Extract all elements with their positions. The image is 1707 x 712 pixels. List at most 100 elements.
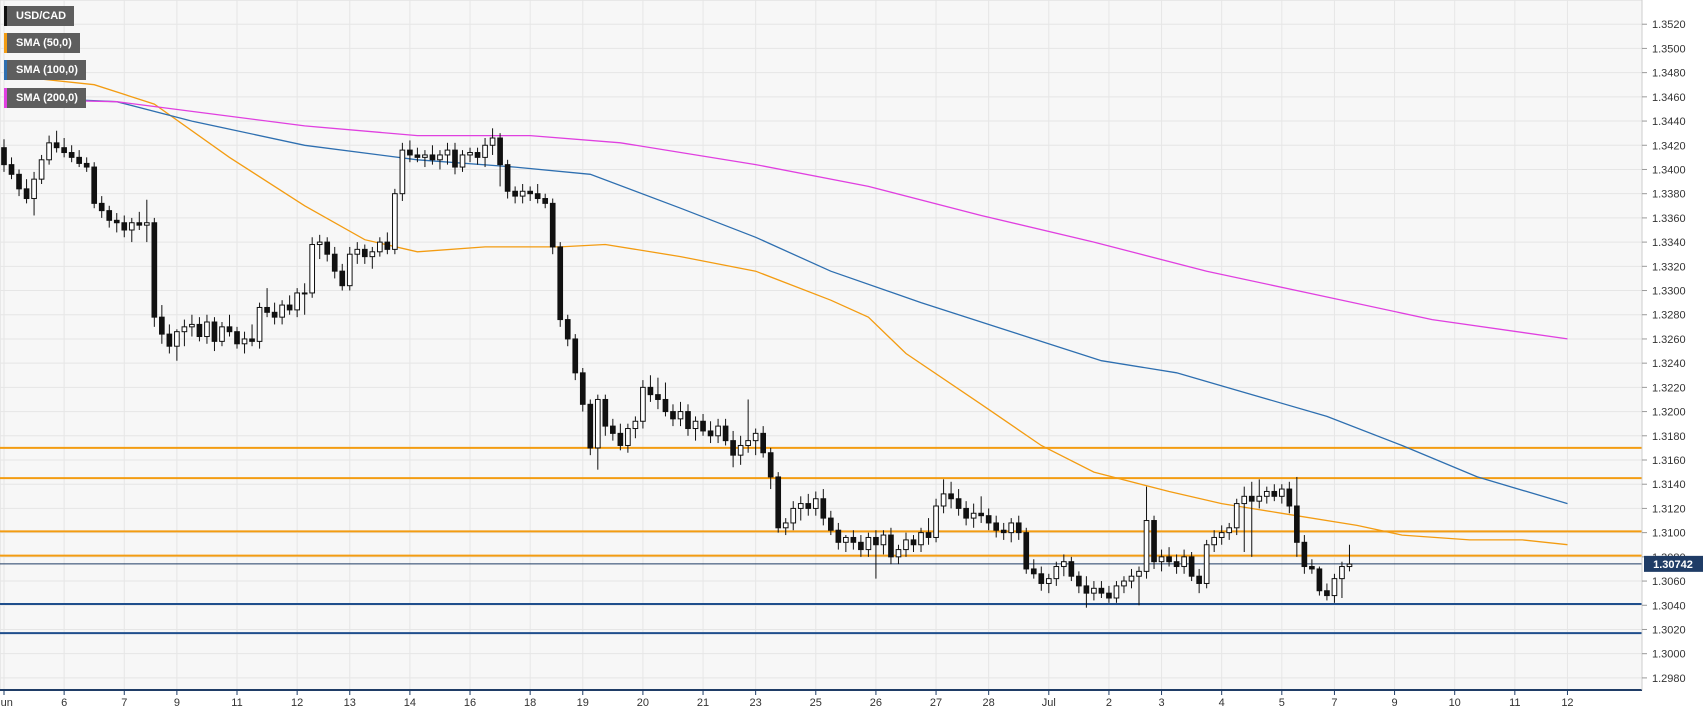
candle-body-up	[174, 331, 180, 347]
candle-body-down	[1196, 575, 1202, 584]
candle-body-down	[361, 248, 368, 258]
candle	[271, 302, 278, 325]
candle-body-up	[1136, 570, 1142, 577]
candle	[219, 322, 225, 347]
candle	[782, 518, 789, 536]
candle	[512, 186, 518, 204]
sma-line	[3, 74, 1568, 546]
candle	[1211, 530, 1218, 552]
candle	[136, 211, 143, 230]
candle-body-down	[61, 147, 67, 154]
candle	[1091, 581, 1097, 601]
x-tick-label: 23	[750, 697, 762, 709]
candle-body-down	[16, 173, 22, 190]
candle-body-down	[579, 372, 586, 405]
y-tick-label: 1.2980	[1652, 673, 1686, 685]
candle	[459, 150, 466, 172]
candle	[1218, 525, 1225, 545]
candle-body-down	[211, 321, 218, 342]
candle-body-up	[1278, 488, 1285, 497]
candle	[489, 128, 496, 155]
y-tick-label: 1.3140	[1652, 479, 1686, 491]
candle-body-up	[1121, 580, 1127, 587]
candle	[189, 314, 195, 337]
candle-body-down	[83, 162, 90, 168]
plot-area-background	[0, 0, 1643, 691]
candle	[827, 510, 834, 536]
candle-body-up	[1233, 503, 1240, 529]
candle	[151, 217, 158, 327]
candle	[1316, 566, 1323, 596]
y-tick-label: 1.3000	[1652, 649, 1686, 661]
candle-body-down	[1000, 529, 1007, 534]
candle-body-up	[1331, 578, 1338, 597]
candle	[692, 416, 699, 441]
candle-body-down	[286, 304, 293, 311]
candle-body-down	[452, 149, 458, 168]
candle-body-up	[1158, 556, 1165, 563]
candle-body-down	[1286, 488, 1293, 507]
x-tick-label: 14	[404, 697, 416, 709]
candle-body-down	[429, 154, 436, 161]
x-tick-label: 28	[983, 697, 995, 709]
candle	[985, 508, 992, 531]
candle	[504, 159, 511, 199]
candle-body-down	[23, 188, 30, 200]
candle-body-up	[1339, 566, 1345, 580]
candle	[23, 179, 30, 204]
candle-body-down	[8, 164, 15, 175]
candle	[106, 205, 113, 228]
candle-body-down	[76, 156, 82, 164]
candle-body-down	[1188, 556, 1195, 577]
candle-body-up	[843, 536, 849, 543]
candle	[670, 404, 676, 427]
candle-body-down	[1173, 561, 1180, 568]
legend-item-sma100[interactable]: SMA (100,0)	[4, 60, 86, 80]
candle	[1128, 568, 1135, 589]
candle-body-up	[519, 190, 526, 197]
candle	[1038, 566, 1045, 591]
y-tick-label: 1.3100	[1652, 528, 1686, 540]
candle	[880, 530, 887, 555]
legend-label-sma100: SMA (100,0)	[16, 64, 78, 76]
candle-body-down	[1309, 566, 1315, 570]
candle-body-up	[467, 152, 473, 156]
legend-item-sma50[interactable]: SMA (50,0)	[4, 33, 80, 53]
candle	[392, 188, 398, 255]
candle	[1256, 479, 1263, 509]
candle	[963, 501, 969, 526]
candle-body-up	[459, 154, 466, 168]
candle	[1076, 571, 1082, 594]
candle-body-up	[745, 440, 751, 446]
candle-body-up	[219, 326, 225, 342]
candle-body-down	[670, 411, 676, 420]
candle-body-up	[309, 244, 316, 294]
y-tick-label: 1.3520	[1652, 19, 1686, 31]
candle-body-up	[392, 193, 398, 250]
candle	[309, 237, 316, 298]
x-tick-label: 7	[121, 697, 127, 709]
candle	[1121, 576, 1127, 594]
candle-body-up	[715, 425, 721, 437]
legend-item-usdcad[interactable]: USD/CAD	[4, 6, 75, 26]
candle	[993, 515, 1000, 538]
y-tick-label: 1.3480	[1652, 68, 1686, 80]
x-tick-label: 9	[1392, 697, 1398, 709]
y-tick-label: 1.3240	[1652, 358, 1686, 370]
candle	[444, 142, 451, 165]
candle-body-up	[625, 428, 631, 446]
x-tick-label: Jun	[0, 697, 13, 709]
candle	[286, 295, 293, 315]
y-tick-label: 1.3500	[1652, 43, 1686, 55]
candle	[1188, 552, 1195, 582]
legend-item-sma200[interactable]: SMA (200,0)	[4, 88, 86, 108]
x-tick-label: 13	[344, 697, 356, 709]
candle-body-up	[1256, 495, 1263, 502]
y-tick-label: 1.3300	[1652, 286, 1686, 298]
candle	[226, 314, 233, 337]
candle	[8, 157, 15, 180]
candle-body-down	[662, 398, 669, 413]
candle-body-up	[940, 493, 947, 507]
candle-body-up	[143, 222, 150, 226]
